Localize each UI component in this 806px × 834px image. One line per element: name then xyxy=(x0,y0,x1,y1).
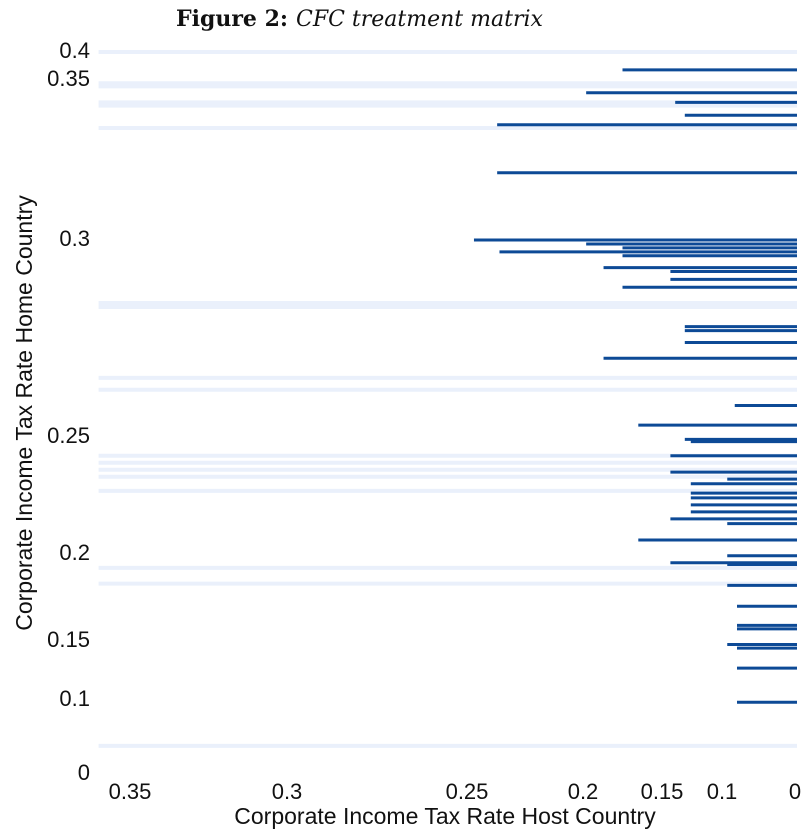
title-prefix: Figure 2: xyxy=(176,6,288,32)
y-tick-label: 0 xyxy=(78,760,90,785)
x-tick-label: 0.2 xyxy=(568,779,599,804)
x-tick-label: 0.1 xyxy=(707,779,738,804)
y-tick-label: 0.4 xyxy=(59,38,90,63)
x-tick-label: 0.3 xyxy=(272,779,303,804)
x-tick-label: 0.15 xyxy=(641,779,684,804)
y-tick-label: 0.3 xyxy=(59,226,90,251)
y-tick-label: 0.15 xyxy=(47,627,90,652)
chart-title: CFC treatment matrix xyxy=(296,7,544,32)
y-axis-label: Corporate Income Tax Rate Home Country xyxy=(11,195,37,631)
x-tick-label: 0.35 xyxy=(109,779,152,804)
x-tick-label: 0.25 xyxy=(446,779,489,804)
y-tick-label: 0.25 xyxy=(47,423,90,448)
y-tick-label: 0.1 xyxy=(59,686,90,711)
x-tick-label: 0 xyxy=(789,779,801,804)
x-axis-label: Corporate Income Tax Rate Host Country xyxy=(234,803,656,829)
y-tick-label: 0.35 xyxy=(47,66,90,91)
y-tick-label: 0.2 xyxy=(59,540,90,565)
